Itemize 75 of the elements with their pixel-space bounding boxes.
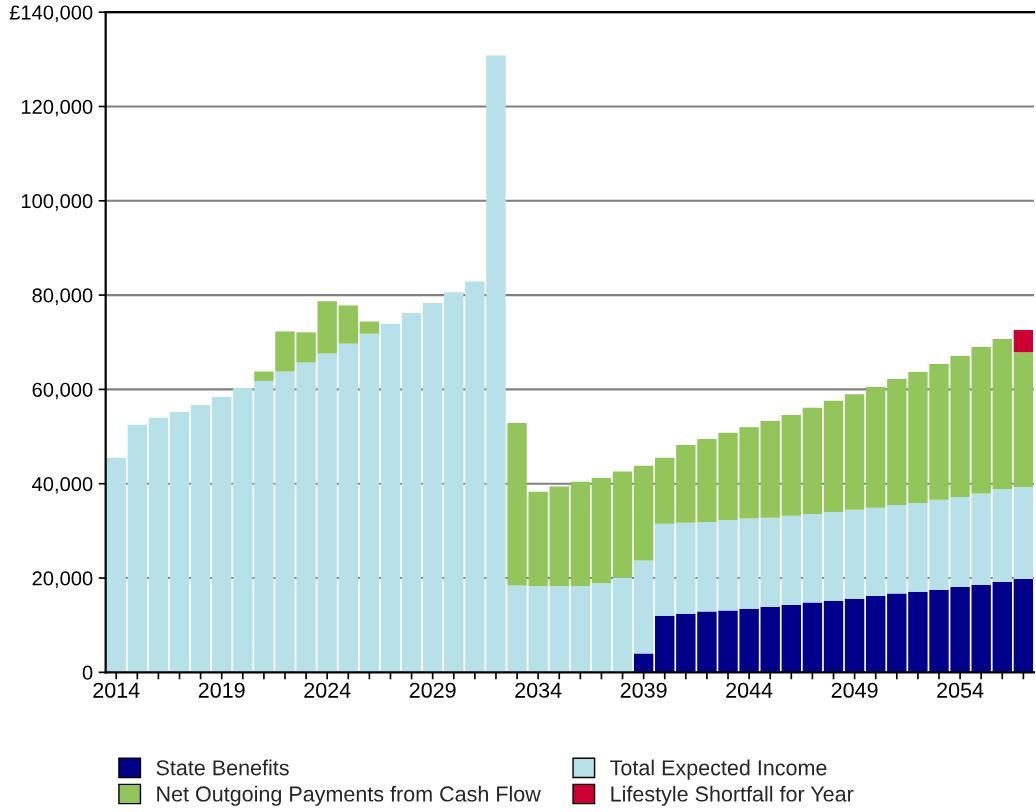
bar	[823, 512, 844, 601]
bar	[359, 333, 380, 673]
bar	[844, 509, 865, 599]
bar	[633, 560, 654, 654]
legend-label: Total Expected Income	[610, 759, 827, 780]
bar	[591, 478, 612, 584]
x-tick-label: 2034	[515, 682, 562, 698]
bar	[760, 517, 780, 607]
bar	[127, 424, 148, 673]
x-tick-label: 2039	[620, 682, 667, 698]
bar	[591, 583, 612, 673]
bar	[338, 343, 358, 673]
bar	[655, 457, 675, 524]
legend-label: Lifestyle Shortfall for Year	[611, 785, 854, 806]
bar	[802, 407, 823, 514]
bar	[254, 371, 274, 381]
bar	[169, 412, 190, 673]
x-tick-label: 2044	[726, 682, 773, 698]
bar	[992, 338, 1012, 489]
bar	[549, 486, 569, 587]
y-tick-label: 120,000	[21, 99, 93, 117]
bar	[380, 323, 401, 673]
bar	[1013, 330, 1034, 353]
bar	[570, 586, 591, 673]
bar	[1013, 352, 1034, 488]
bar	[1013, 487, 1034, 579]
bar	[823, 600, 844, 673]
x-tick-label: 2024	[304, 682, 351, 698]
x-tick-label: 2054	[937, 682, 984, 698]
bar	[655, 523, 675, 616]
x-tick-label: 2014	[93, 682, 140, 698]
bar	[190, 404, 211, 673]
bar	[992, 488, 1012, 582]
legend-label: Net Outgoing Payments from Cash Flow	[157, 785, 541, 806]
x-tick-label: 2019	[198, 682, 245, 698]
bar	[992, 581, 1012, 673]
bar	[148, 417, 169, 673]
x-tick-label: 2029	[409, 682, 456, 698]
bar	[823, 400, 844, 513]
bar	[633, 653, 654, 673]
bar	[866, 595, 886, 673]
bar	[760, 606, 780, 673]
x-tick-label: 2049	[831, 682, 878, 698]
bar	[359, 321, 380, 334]
bar	[106, 457, 126, 673]
y-tick-label: 0	[82, 665, 93, 680]
bar	[802, 602, 823, 673]
bar	[866, 507, 886, 596]
bar	[802, 513, 823, 603]
y-tick-label: 60,000	[32, 382, 93, 400]
bar	[781, 604, 802, 673]
bar	[844, 598, 865, 673]
legend-label: State Benefits	[156, 759, 289, 776]
bar	[401, 313, 422, 673]
bar	[781, 414, 802, 516]
bar	[549, 586, 569, 673]
y-tick-label: 20,000	[32, 571, 93, 588]
bar	[781, 515, 802, 605]
bar	[444, 292, 464, 673]
bar	[1013, 578, 1034, 673]
bar	[844, 394, 865, 510]
bar	[655, 615, 675, 673]
bar	[633, 465, 654, 561]
bar	[612, 577, 633, 673]
y-tick-label: £140,000	[9, 5, 93, 23]
bar	[338, 305, 358, 344]
y-tick-label: 100,000	[21, 194, 93, 211]
y-tick-label: 80,000	[32, 288, 93, 305]
bar	[866, 387, 886, 508]
bar	[570, 481, 591, 587]
bar	[612, 471, 633, 578]
bar	[212, 396, 232, 673]
y-tick-label: 40,000	[32, 476, 93, 494]
bar	[760, 421, 780, 518]
bar	[422, 303, 443, 673]
